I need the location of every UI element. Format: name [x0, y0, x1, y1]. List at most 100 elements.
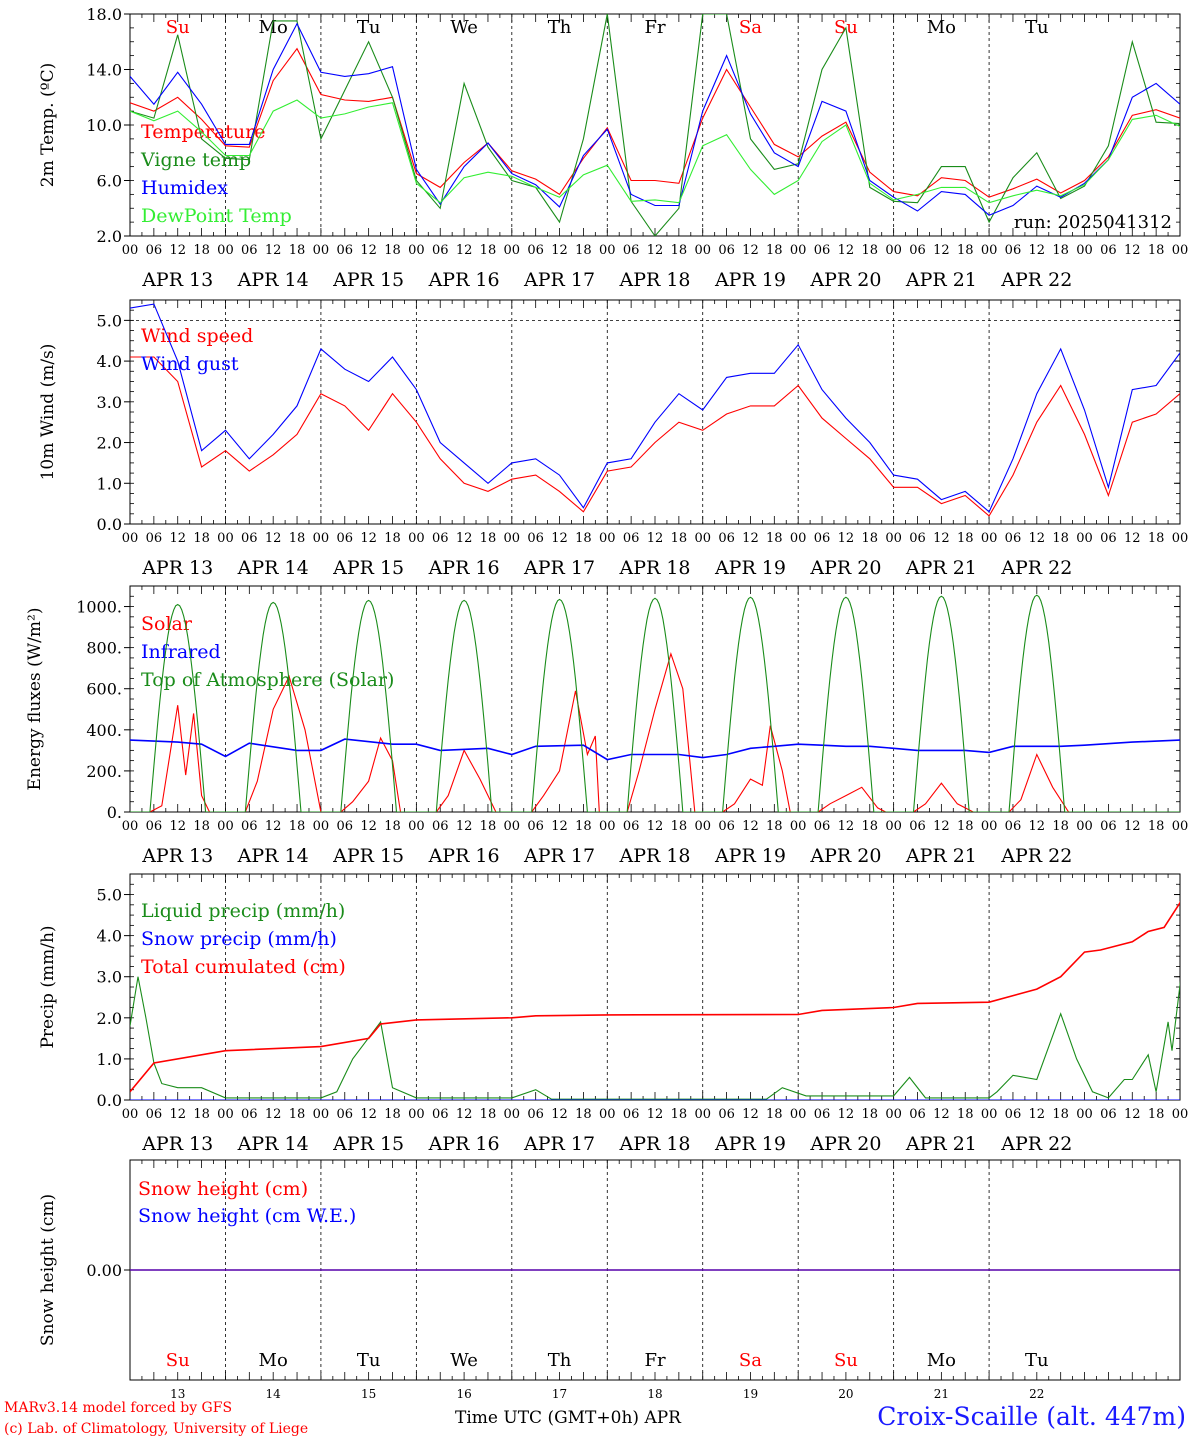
day-number-label: 22 [1029, 1387, 1044, 1401]
x-hour-label: 06 [146, 243, 163, 258]
x-hour-label: 00 [1076, 1107, 1093, 1122]
x-hour-label: 00 [790, 531, 807, 546]
x-hour-label: 12 [838, 531, 855, 546]
series-line-wind-gust [130, 303, 1180, 513]
x-date-label: APR 14 [237, 1133, 309, 1155]
x-hour-label: 12 [456, 1107, 473, 1122]
x-hour-label: 06 [1100, 243, 1117, 258]
x-hour-label: 06 [1005, 243, 1022, 258]
x-hour-label: 18 [480, 243, 497, 258]
x-hour-label: 00 [1172, 1107, 1189, 1122]
weekday-label: Mo [927, 1350, 956, 1371]
x-hour-label: 18 [480, 1107, 497, 1122]
x-hour-label: 12 [456, 531, 473, 546]
x-hour-label: 18 [671, 243, 688, 258]
x-hour-label: 00 [694, 819, 711, 834]
legend-entry: Infrared [141, 641, 221, 663]
x-date-label: APR 22 [1000, 1133, 1072, 1155]
x-hour-label: 18 [384, 819, 401, 834]
x-hour-label: 18 [193, 819, 210, 834]
weekday-label: Sa [739, 17, 762, 38]
x-hour-label: 00 [217, 531, 234, 546]
run-label: run: 2025041312 [1014, 212, 1172, 233]
x-hour-label: 00 [981, 1107, 998, 1122]
x-hour-label: 06 [623, 243, 640, 258]
day-number-label: 19 [743, 1387, 758, 1401]
x-hour-label: 00 [790, 819, 807, 834]
x-date-label: APR 13 [141, 845, 213, 867]
x-hour-label: 06 [909, 531, 926, 546]
x-hour-label: 12 [742, 1107, 759, 1122]
x-hour-label: 06 [1005, 531, 1022, 546]
x-hour-label: 00 [408, 243, 425, 258]
y-tick-label: 0.0 [97, 515, 122, 534]
y-tick-label: 2.0 [97, 434, 122, 453]
x-date-label: APR 18 [618, 557, 690, 579]
x-date-label: APR 21 [905, 557, 977, 579]
x-hour-label: 06 [432, 1107, 449, 1122]
x-hour-label: 00 [1172, 819, 1189, 834]
weekday-label: Sa [739, 1350, 762, 1371]
x-hour-label: 06 [241, 243, 258, 258]
x-hour-label: 18 [575, 243, 592, 258]
x-hour-label: 00 [885, 819, 902, 834]
y-tick-label: 800. [86, 639, 122, 658]
x-hour-label: 00 [122, 531, 139, 546]
x-hour-label: 18 [1052, 243, 1069, 258]
x-hour-label: 12 [647, 243, 664, 258]
weekday-label: Fr [644, 17, 665, 38]
x-hour-label: 06 [146, 819, 163, 834]
y-tick-label: 0.0 [97, 1091, 122, 1110]
day-number-label: 13 [170, 1387, 185, 1401]
x-hour-label: 18 [861, 1107, 878, 1122]
weekday-label: Tu [357, 17, 381, 38]
x-hour-label: 12 [838, 1107, 855, 1122]
x-date-label: APR 15 [332, 845, 404, 867]
x-hour-label: 12 [933, 1107, 950, 1122]
x-date-label: APR 15 [332, 269, 404, 291]
y-axis-label: Snow height (cm) [38, 1194, 58, 1346]
series-line-dewpoint-temp [130, 99, 1180, 204]
y-tick-label: 10.0 [86, 116, 122, 135]
x-hour-label: 00 [1076, 819, 1093, 834]
x-hour-label: 12 [1029, 1107, 1046, 1122]
x-hour-label: 12 [360, 243, 377, 258]
x-hour-label: 12 [169, 531, 186, 546]
x-hour-label: 18 [861, 819, 878, 834]
y-axis-label: Energy fluxes (W/m²) [25, 608, 45, 791]
series-line-vigne-temp [130, 14, 1180, 236]
x-hour-label: 00 [504, 819, 521, 834]
x-hour-label: 00 [694, 243, 711, 258]
x-hour-label: 06 [432, 531, 449, 546]
x-hour-label: 00 [122, 1107, 139, 1122]
x-date-label: APR 19 [714, 845, 786, 867]
day-number-label: 15 [361, 1387, 376, 1401]
x-hour-label: 12 [742, 819, 759, 834]
weekday-label: Th [548, 17, 572, 38]
x-hour-label: 06 [336, 1107, 353, 1122]
x-hour-label: 18 [575, 819, 592, 834]
y-tick-label: 3.0 [97, 968, 122, 987]
x-hour-label: 12 [1029, 531, 1046, 546]
x-date-label: APR 22 [1000, 269, 1072, 291]
x-hour-label: 18 [671, 1107, 688, 1122]
x-date-label: APR 14 [237, 845, 309, 867]
x-hour-label: 06 [241, 819, 258, 834]
x-hour-label: 00 [1172, 243, 1189, 258]
y-axis-label: Precip (mm/h) [38, 925, 58, 1048]
x-date-label: APR 13 [141, 557, 213, 579]
x-hour-label: 12 [551, 243, 568, 258]
x-hour-label: 12 [265, 819, 282, 834]
x-hour-label: 12 [169, 819, 186, 834]
y-tick-label: 6.0 [97, 172, 122, 191]
legend-entry: Snow height (cm) [138, 1178, 308, 1200]
x-hour-label: 18 [861, 243, 878, 258]
x-hour-label: 12 [1124, 819, 1141, 834]
x-hour-label: 00 [122, 243, 139, 258]
x-hour-label: 18 [957, 531, 974, 546]
x-date-label: APR 14 [237, 269, 309, 291]
x-hour-label: 06 [527, 243, 544, 258]
x-hour-label: 00 [981, 531, 998, 546]
x-hour-label: 18 [1148, 531, 1165, 546]
